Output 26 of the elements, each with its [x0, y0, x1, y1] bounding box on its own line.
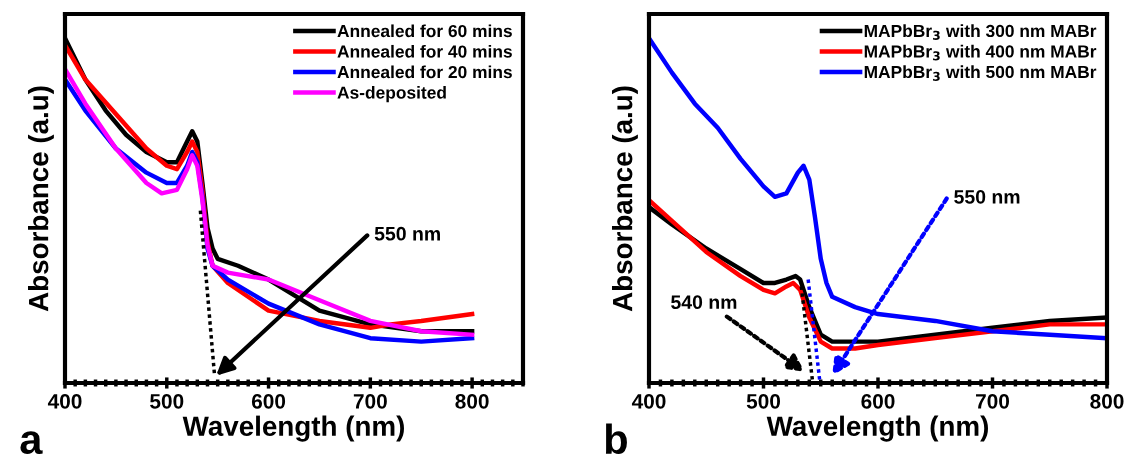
x-tick-label: 400	[47, 393, 82, 409]
x-tick-label: 800	[1090, 393, 1124, 409]
legend-label: Annealed for 60 mins	[337, 24, 512, 38]
x-tick-label: 800	[455, 393, 489, 409]
legend-label: MAPbBr$_{3}$ with 300 nm MABr	[864, 24, 1097, 40]
legend-label: Annealed for 40 mins	[337, 44, 512, 58]
x-tick-label: 500	[150, 393, 184, 409]
legend-label: MAPbBr$_{3}$ with 500 nm MABr	[864, 65, 1097, 81]
x-axis-title: Wavelength (nm)	[182, 415, 404, 442]
legend-label: As-deposited	[337, 85, 446, 103]
annotation: 550 nm	[954, 189, 1020, 204]
legend-label: Annealed for 20 mins	[337, 65, 512, 79]
x-tick-label: 700	[353, 393, 387, 409]
annotation: 540 nm	[671, 295, 737, 310]
x-tick-label: 500	[746, 393, 781, 409]
x-tick-label: 600	[861, 393, 895, 409]
text: b	[605, 423, 627, 455]
x-tick-label: 600	[251, 393, 286, 409]
x-axis-title: Wavelength (nm)	[766, 415, 988, 442]
x-tick-label: 700	[976, 393, 1010, 409]
y-axis-title: Absorbance (a.u)	[27, 86, 54, 312]
y-axis-title: Absorbance (a.u)	[611, 86, 638, 312]
annotation: 550 nm	[374, 226, 440, 241]
x-tick-label: 400	[631, 393, 666, 409]
text: a	[20, 431, 43, 455]
legend-label: MAPbBr$_{3}$ with 400 nm MABr	[864, 44, 1097, 61]
